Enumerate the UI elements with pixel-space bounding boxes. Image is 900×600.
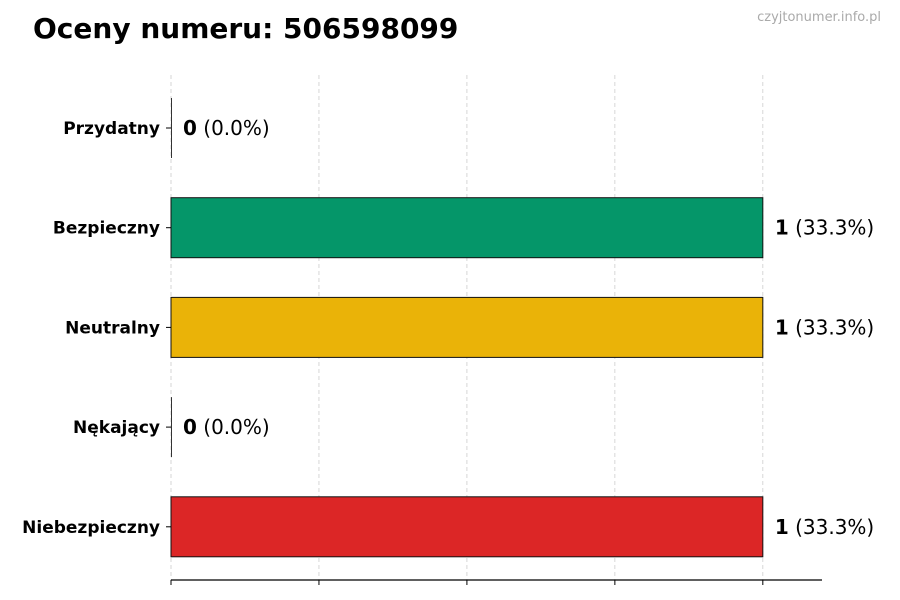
data-label-pct: (33.3%) (789, 515, 875, 539)
data-label: 0 (0.0%) (183, 415, 270, 439)
y-tick-label: Nękający (73, 418, 160, 438)
y-tick-label: Niebezpieczny (22, 518, 160, 538)
watermark: czyjtonumer.info.pl (757, 10, 881, 25)
data-label-pct: (33.3%) (789, 216, 875, 240)
y-tick-label: Neutralny (65, 318, 160, 338)
data-label-count: 1 (775, 515, 789, 539)
bar (170, 197, 764, 259)
data-label-count: 1 (775, 216, 789, 240)
data-label-count: 0 (183, 116, 197, 140)
data-label-pct: (0.0%) (197, 116, 270, 140)
data-label: 0 (0.0%) (183, 116, 270, 140)
data-label-count: 0 (183, 415, 197, 439)
bar (170, 496, 764, 558)
bar (170, 296, 764, 358)
data-label: 1 (33.3%) (775, 315, 874, 339)
data-label: 1 (33.3%) (775, 216, 874, 240)
data-label-count: 1 (775, 315, 789, 339)
y-tick-label: Przydatny (63, 119, 160, 139)
data-label-pct: (33.3%) (789, 315, 875, 339)
data-label: 1 (33.3%) (775, 515, 874, 539)
chart-title: Oceny numeru: 506598099 (33, 12, 459, 45)
data-label-pct: (0.0%) (197, 415, 270, 439)
y-tick-label: Bezpieczny (53, 219, 160, 239)
